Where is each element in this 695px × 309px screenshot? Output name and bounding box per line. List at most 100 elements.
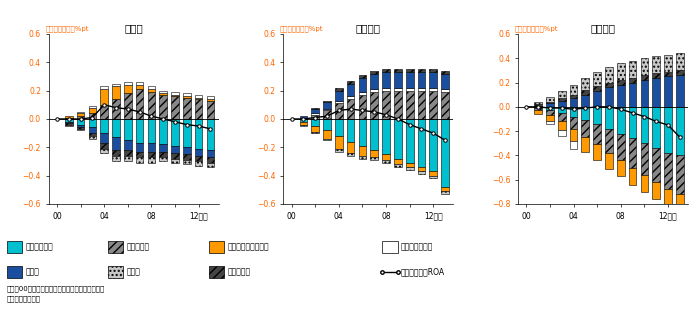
Bar — [323, 100, 331, 102]
Bar — [582, 78, 589, 90]
Bar — [311, 132, 319, 133]
Bar — [206, 96, 214, 99]
Bar — [546, 121, 554, 124]
Bar — [359, 92, 366, 95]
Bar — [171, 96, 179, 119]
Bar — [382, 154, 390, 160]
Bar — [195, 162, 202, 166]
Bar — [88, 136, 96, 139]
Bar — [605, 107, 613, 129]
Bar — [65, 125, 72, 126]
Title: 地域銀行: 地域銀行 — [356, 23, 381, 33]
Bar — [653, 182, 660, 199]
Bar — [195, 149, 202, 156]
Bar — [430, 91, 437, 119]
Bar — [418, 167, 425, 171]
Bar — [147, 92, 155, 119]
Bar — [605, 129, 613, 153]
Text: （注）00年度以降の累積変化幅。国内業務部門。: （注）00年度以降の累積変化幅。国内業務部門。 — [7, 285, 105, 292]
Bar — [311, 119, 319, 126]
Bar — [76, 125, 84, 128]
Bar — [441, 92, 449, 119]
Bar — [359, 75, 366, 78]
Bar — [335, 136, 343, 149]
Bar — [370, 71, 378, 74]
Bar — [171, 92, 179, 95]
Bar — [394, 119, 402, 159]
Bar — [570, 95, 578, 98]
Bar — [359, 95, 366, 119]
Text: 非資金利益: 非資金利益 — [227, 267, 250, 277]
Bar — [124, 119, 131, 140]
Bar — [171, 119, 179, 146]
Bar — [136, 151, 143, 157]
Bar — [300, 122, 307, 125]
Bar — [558, 98, 566, 101]
Bar — [617, 133, 625, 160]
Bar — [558, 101, 566, 107]
Bar — [664, 107, 672, 153]
Bar — [136, 89, 143, 119]
Bar — [76, 129, 84, 130]
Bar — [441, 187, 449, 191]
Bar — [195, 98, 202, 99]
Bar — [183, 96, 190, 98]
Bar — [534, 106, 542, 107]
Bar — [347, 81, 354, 83]
Bar — [359, 78, 366, 92]
Bar — [206, 150, 214, 157]
Bar — [171, 153, 179, 159]
Bar — [664, 55, 672, 72]
Bar — [418, 72, 425, 88]
Bar — [641, 143, 648, 175]
Bar — [570, 107, 578, 116]
Bar — [676, 53, 684, 70]
Bar — [664, 189, 672, 206]
Bar — [124, 150, 131, 156]
Bar — [76, 113, 84, 116]
Bar — [65, 119, 72, 122]
Bar — [159, 119, 167, 145]
Bar — [570, 116, 578, 129]
Bar — [159, 151, 167, 157]
Bar — [641, 58, 648, 75]
Bar — [311, 126, 319, 132]
Bar — [430, 119, 437, 171]
Text: （資料）日本銀行: （資料）日本銀行 — [7, 296, 41, 303]
Bar — [653, 107, 660, 148]
Bar — [335, 119, 343, 136]
Bar — [382, 72, 390, 88]
Bar — [347, 119, 354, 142]
Bar — [394, 70, 402, 72]
Bar — [100, 89, 108, 105]
Bar — [546, 103, 554, 107]
Bar — [359, 119, 366, 146]
Bar — [594, 107, 601, 124]
Bar — [546, 102, 554, 103]
Bar — [534, 104, 542, 106]
Bar — [605, 83, 613, 87]
Bar — [300, 125, 307, 126]
Bar — [159, 157, 167, 161]
Bar — [88, 128, 96, 133]
Bar — [183, 160, 190, 164]
Bar — [136, 119, 143, 143]
Bar — [359, 146, 366, 156]
Bar — [206, 119, 214, 150]
Bar — [100, 119, 108, 133]
Bar — [641, 75, 648, 80]
Bar — [406, 163, 414, 167]
Bar — [382, 91, 390, 119]
Bar — [441, 74, 449, 89]
Bar — [653, 78, 660, 107]
Bar — [406, 167, 414, 170]
Bar — [570, 129, 578, 141]
Text: 貸出利鞘要因: 貸出利鞘要因 — [26, 243, 54, 252]
Bar — [676, 70, 684, 75]
Bar — [664, 153, 672, 189]
Text: 人件費: 人件費 — [26, 267, 40, 277]
Bar — [406, 91, 414, 119]
Text: コア業務純益ROA: コア業務純益ROA — [401, 267, 445, 277]
Bar — [159, 95, 167, 119]
Bar — [418, 91, 425, 119]
